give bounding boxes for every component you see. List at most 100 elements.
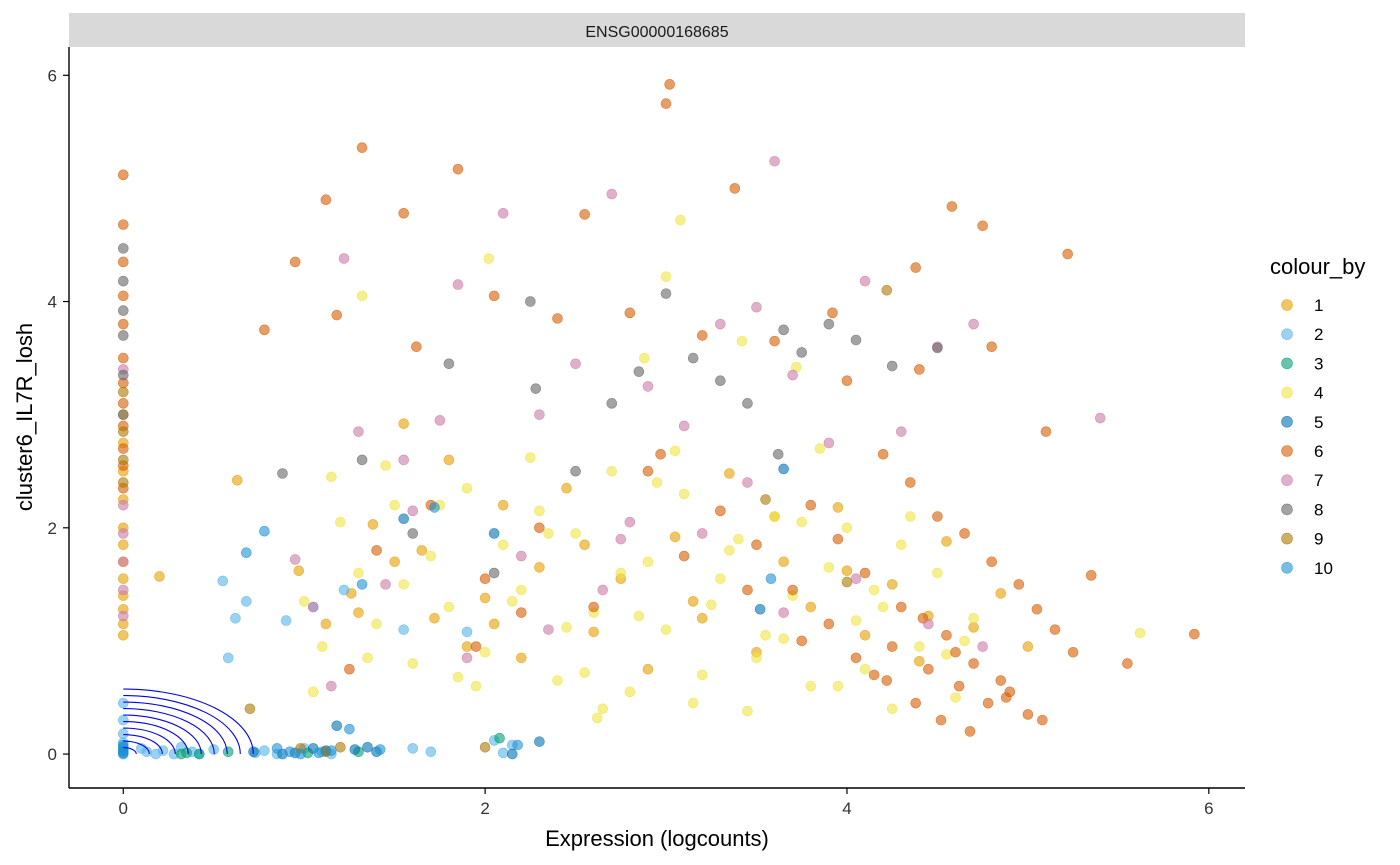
data-point-cluster-1 — [320, 618, 332, 630]
data-point-cluster-9 — [117, 454, 129, 466]
data-point-cluster-4 — [316, 641, 328, 652]
data-point-cluster-10 — [271, 743, 283, 754]
data-point-cluster-7 — [742, 477, 753, 488]
data-point-cluster-6 — [371, 545, 382, 556]
data-point-cluster-4 — [687, 697, 699, 709]
data-point-cluster-1 — [154, 571, 165, 582]
data-point-cluster-4 — [461, 482, 473, 494]
data-point-cluster-7 — [597, 584, 609, 596]
data-point-cluster-6 — [1013, 579, 1025, 590]
facet-label: ENSG00000168685 — [585, 24, 728, 41]
data-point-cluster-6 — [877, 448, 889, 460]
data-point-cluster-6 — [117, 169, 129, 181]
data-point-cluster-3 — [222, 746, 234, 758]
data-point-cluster-1 — [117, 629, 129, 641]
data-point-cluster-4 — [669, 445, 681, 457]
data-point-cluster-4 — [778, 633, 789, 644]
data-point-cluster-10 — [429, 502, 440, 513]
data-point-cluster-6 — [344, 663, 355, 675]
data-point-cluster-6 — [470, 641, 482, 652]
data-point-cluster-4 — [660, 271, 672, 282]
data-point-cluster-8 — [715, 375, 726, 387]
data-point-cluster-1 — [1022, 641, 1034, 652]
data-point-cluster-7 — [624, 516, 636, 528]
decorative-arcs — [123, 688, 254, 755]
data-point-cluster-1 — [534, 562, 545, 573]
data-point-cluster-6 — [117, 398, 129, 409]
data-point-cluster-4 — [525, 452, 536, 463]
data-point-cluster-1 — [389, 556, 400, 568]
y-tick-label: 6 — [48, 66, 57, 85]
data-point-cluster-8 — [570, 465, 581, 477]
data-point-cluster-6 — [356, 142, 368, 153]
data-point-cluster-6 — [982, 697, 994, 709]
data-point-cluster-6 — [1040, 426, 1052, 437]
data-point-cluster-5 — [754, 603, 766, 615]
data-point-cluster-6 — [796, 635, 808, 647]
points-layer — [117, 79, 1200, 760]
data-point-cluster-4 — [591, 712, 603, 724]
data-point-cluster-1 — [429, 613, 440, 624]
data-point-cluster-4 — [736, 335, 748, 347]
data-point-cluster-7 — [434, 415, 446, 426]
data-point-cluster-10 — [241, 547, 252, 558]
data-point-cluster-4 — [868, 584, 880, 596]
legend-swatch — [1281, 474, 1293, 487]
data-point-cluster-2 — [398, 624, 410, 635]
data-point-cluster-1 — [941, 536, 952, 547]
data-point-cluster-6 — [742, 584, 753, 596]
legend-swatch — [1281, 357, 1293, 370]
data-point-cluster-1 — [588, 626, 599, 638]
legend-label: 1 — [1314, 296, 1323, 315]
data-point-cluster-9 — [244, 703, 256, 715]
data-point-cluster-10 — [374, 744, 386, 755]
legend-label: 3 — [1314, 354, 1323, 373]
data-point-cluster-1 — [886, 579, 898, 590]
data-point-cluster-7 — [769, 155, 780, 167]
data-point-cluster-4 — [696, 669, 708, 681]
data-point-cluster-6 — [910, 262, 922, 273]
data-point-cluster-4 — [543, 528, 554, 539]
data-point-cluster-6 — [805, 499, 817, 511]
data-point-cluster-6 — [904, 477, 916, 488]
data-point-cluster-4 — [470, 680, 482, 692]
data-point-cluster-4 — [615, 567, 627, 579]
data-point-cluster-7 — [307, 601, 319, 613]
data-point-cluster-4 — [407, 658, 419, 669]
data-point-cluster-6 — [479, 573, 491, 585]
data-point-cluster-7 — [642, 381, 654, 392]
data-point-cluster-2 — [117, 714, 129, 726]
legend-swatch — [1281, 415, 1293, 428]
arc-mark — [123, 727, 176, 755]
legend-label: 2 — [1314, 325, 1323, 344]
arc-mark — [123, 695, 241, 755]
data-point-cluster-5 — [506, 748, 518, 760]
data-point-cluster-2 — [280, 615, 292, 626]
data-point-cluster-6 — [977, 220, 988, 232]
data-point-cluster-4 — [932, 567, 943, 579]
data-point-cluster-9 — [335, 741, 346, 753]
data-point-cluster-10 — [326, 745, 337, 756]
data-point-cluster-9 — [760, 494, 771, 505]
data-point-cluster-6 — [964, 726, 976, 737]
data-point-cluster-6 — [411, 341, 422, 353]
data-point-cluster-7 — [923, 618, 934, 630]
legend-swatch — [1281, 503, 1293, 516]
data-point-cluster-4 — [380, 460, 391, 471]
x-axis-title: Expression (logcounts) — [545, 826, 769, 851]
data-point-cluster-6 — [787, 584, 798, 596]
data-point-cluster-5 — [398, 513, 410, 525]
data-point-cluster-6 — [868, 669, 880, 681]
data-point-cluster-4 — [639, 352, 650, 364]
data-point-cluster-7 — [534, 409, 545, 420]
data-point-cluster-6 — [946, 201, 958, 212]
data-point-cluster-8 — [778, 324, 789, 336]
legend-swatch — [1281, 561, 1293, 574]
data-point-cluster-10 — [259, 525, 270, 537]
data-point-cluster-8 — [443, 358, 455, 370]
data-point-cluster-7 — [117, 556, 129, 568]
x-tick-label: 0 — [119, 799, 128, 818]
data-point-cluster-6 — [881, 675, 893, 686]
data-point-cluster-4 — [371, 618, 382, 630]
